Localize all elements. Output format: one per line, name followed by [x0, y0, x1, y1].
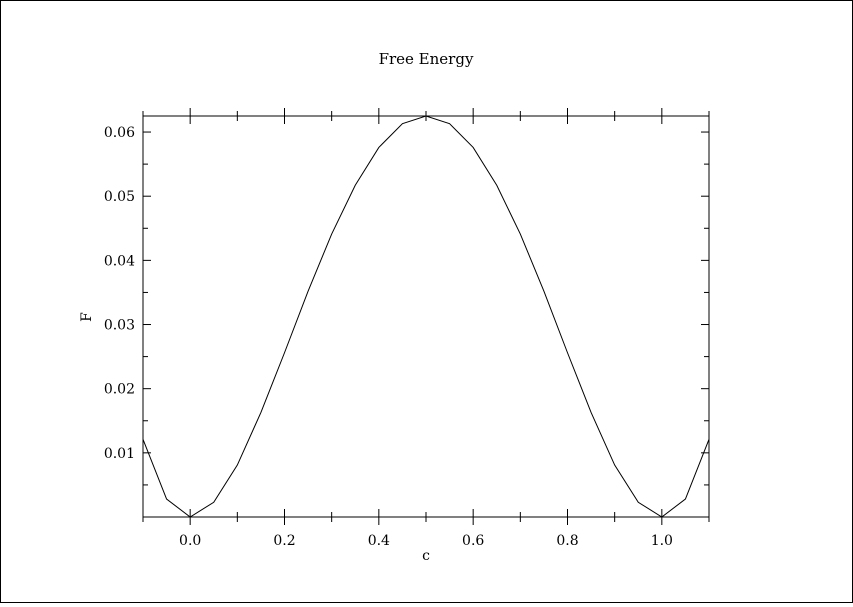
x-tick-label: 0.2 — [273, 533, 295, 549]
free-energy-curve — [142, 115, 710, 518]
y-tick-label: 0.02 — [104, 382, 135, 398]
y-axis-label: F — [79, 312, 95, 322]
y-tick-label: 0.01 — [104, 446, 135, 462]
x-tick-label: 0.8 — [556, 533, 578, 549]
x-tick-label: 0.4 — [368, 533, 390, 549]
x-tick-label: 0.0 — [179, 533, 201, 549]
x-tick-label: 1.0 — [651, 533, 673, 549]
y-tick-label: 0.03 — [104, 318, 135, 334]
x-axis-label: c — [422, 548, 430, 564]
x-axis: 0.0 0.2 0.4 0.6 0.8 1.0 — [142, 108, 710, 549]
y-tick-label: 0.04 — [104, 253, 135, 269]
chart-title: Free Energy — [379, 50, 474, 68]
y-tick-label: 0.06 — [104, 125, 135, 141]
x-tick-label: 0.6 — [462, 533, 484, 549]
plot-area — [142, 115, 710, 518]
y-axis: 0.01 0.02 0.03 0.04 0.05 0.06 — [104, 125, 709, 486]
y-tick-label: 0.05 — [104, 189, 135, 205]
